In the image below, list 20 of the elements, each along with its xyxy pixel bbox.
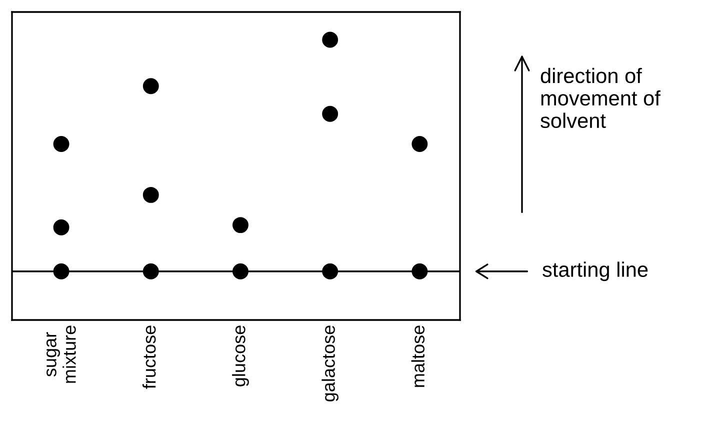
x-tick-label: glucose xyxy=(232,326,249,386)
point xyxy=(412,136,428,152)
point xyxy=(322,106,338,122)
x-tick-label: fructose xyxy=(142,326,156,389)
point xyxy=(142,186,159,203)
x-tick-label: sugar mixture xyxy=(46,326,76,383)
point xyxy=(142,263,159,280)
x-tick-label: galactose xyxy=(322,326,338,402)
point xyxy=(232,263,248,280)
point xyxy=(322,32,338,48)
point xyxy=(232,217,248,234)
point xyxy=(142,78,159,94)
point xyxy=(53,136,70,152)
ref-line-label: starting line xyxy=(542,262,648,282)
x-tick-label: maltose xyxy=(411,326,425,387)
point xyxy=(53,263,70,280)
point xyxy=(53,219,70,236)
text: direction of movement of solvent xyxy=(540,68,660,128)
point xyxy=(322,263,338,280)
point xyxy=(412,263,428,280)
